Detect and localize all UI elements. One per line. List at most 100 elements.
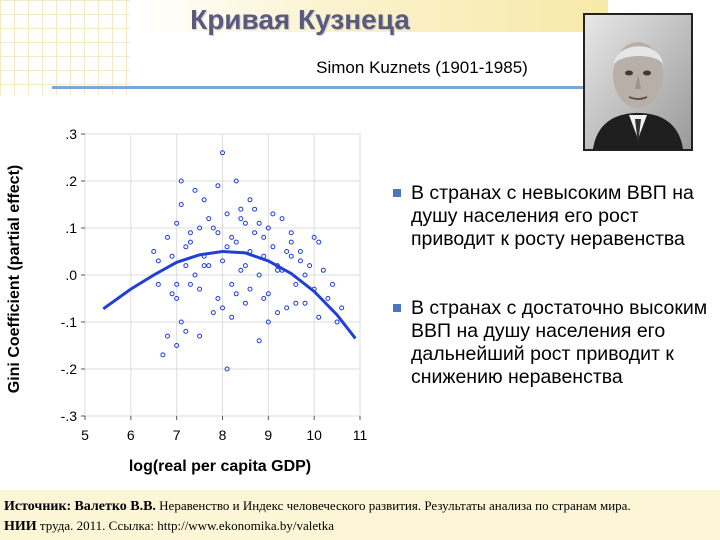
scatter-point: [316, 314, 322, 320]
y-tick-label: .2: [65, 173, 77, 189]
scatter-point: [270, 244, 276, 250]
scatter-point: [252, 230, 258, 236]
scatter-point: [256, 338, 262, 344]
scatter-point: [206, 263, 212, 269]
scatter-point: [183, 244, 189, 250]
portrait-image: [585, 15, 691, 149]
x-tick-label: 11: [353, 427, 368, 443]
portrait-photo: [583, 13, 693, 151]
scatter-point: [238, 216, 244, 222]
scatter-point: [293, 300, 299, 306]
scatter-point: [210, 310, 216, 316]
scatter-point: [201, 197, 207, 203]
scatter-point: [288, 230, 294, 236]
scatter-point: [242, 220, 248, 226]
y-tick-label: -.1: [61, 314, 78, 330]
scatter-point: [192, 187, 198, 193]
scatter-point: [270, 211, 276, 217]
scatter-point: [288, 239, 294, 245]
scatter-point: [178, 178, 184, 184]
scatter-point: [215, 230, 221, 236]
bullet-item: В странах с достаточно высоким ВВП на ду…: [393, 297, 713, 389]
scatter-point: [233, 178, 239, 184]
scatter-point: [187, 239, 193, 245]
scatter-point: [279, 216, 285, 222]
scatter-point: [192, 272, 198, 278]
scatter-point: [178, 319, 184, 325]
source-line-1: Источник: Валетко В.В. Неравенство и Инд…: [4, 498, 631, 515]
scatter-point: [210, 225, 216, 231]
scatter-point: [220, 150, 225, 156]
x-tick-label: 7: [173, 427, 181, 443]
y-tick-label: .1: [65, 220, 77, 236]
scatter-point: [197, 225, 203, 231]
scatter-point: [224, 366, 230, 372]
scatter-points: [151, 150, 345, 372]
y-tick-label: .3: [65, 126, 77, 142]
scatter-point: [229, 314, 235, 320]
scatter-point: [307, 263, 313, 269]
scatter-point: [334, 319, 340, 325]
scatter-point: [215, 296, 221, 301]
scatter-point: [174, 343, 180, 348]
scatter-point: [155, 258, 161, 264]
source-org: НИИ: [4, 519, 37, 534]
y-axis-ticks: .3 .2 .1 .0 -.1 -.2 -.3: [61, 126, 85, 424]
scatter-point: [165, 234, 170, 240]
source-details: труда. 2011. Ссылка: http://www.ekonomik…: [39, 518, 335, 533]
bullet-text: В странах с невысоким ВВП на душу населе…: [411, 182, 694, 250]
bullet-square-icon: [393, 304, 401, 312]
scatter-point: [155, 281, 161, 287]
kuznets-chart: Gini Coefficient (partial effect) .3 .2 .1…: [0, 120, 380, 490]
scatter-point: [275, 310, 280, 316]
source-footer: Источник: Валетко В.В. Неравенство и Инд…: [0, 490, 720, 540]
scatter-point: [325, 296, 331, 301]
scatter-point: [169, 253, 175, 259]
scatter-point: [261, 296, 267, 301]
scatter-point: [183, 328, 189, 334]
scatter-point: [275, 267, 280, 273]
bullet-square-icon: [393, 189, 401, 197]
scatter-point: [238, 267, 244, 273]
scatter-point: [233, 291, 239, 297]
scatter-point: [229, 234, 235, 240]
x-axis-ticks: 5 6 7 8 9 10 11: [81, 416, 367, 443]
scatter-point: [284, 249, 290, 254]
scatter-point: [320, 267, 326, 273]
scatter-point: [174, 296, 180, 301]
source-title: Неравенство и Индекс человеческого разви…: [159, 498, 631, 513]
x-tick-label: 6: [127, 427, 135, 443]
scatter-point: [265, 291, 271, 297]
scatter-point: [261, 234, 267, 240]
scatter-point: [174, 281, 180, 287]
scatter-point: [247, 286, 253, 292]
source-author: Валетко В.В.: [74, 499, 156, 514]
scatter-point: [197, 333, 203, 339]
scatter-point: [256, 220, 262, 226]
fitted-curve: [102, 249, 357, 340]
x-tick-label: 10: [306, 427, 322, 443]
scatter-point: [330, 281, 335, 287]
scatter-point: [242, 300, 248, 306]
scatter-point: [339, 305, 345, 311]
decorative-grid: [0, 0, 130, 95]
scatter-point: [297, 249, 303, 254]
scatter-point: [215, 183, 221, 189]
bullet-item: В странах с невысоким ВВП на душу населе…: [393, 182, 713, 251]
scatter-point: [284, 305, 290, 311]
y-tick-label: -.2: [61, 361, 78, 377]
title-divider: [52, 86, 612, 89]
scatter-point: [187, 230, 193, 236]
scatter-point: [233, 239, 239, 245]
scatter-point: [288, 253, 294, 259]
scatter-point: [206, 216, 212, 222]
scatter-point: [169, 291, 175, 297]
bullet-text: В странах с достаточно высоким ВВП на ду…: [411, 297, 708, 388]
y-tick-label: -.3: [61, 408, 78, 424]
scatter-point: [165, 333, 170, 339]
x-axis-label: log(real per capita GDP): [128, 458, 312, 475]
scatter-point: [238, 206, 244, 212]
scatter-point: [302, 272, 308, 278]
scatter-point: [311, 234, 317, 240]
source-label: Источник:: [4, 499, 72, 514]
